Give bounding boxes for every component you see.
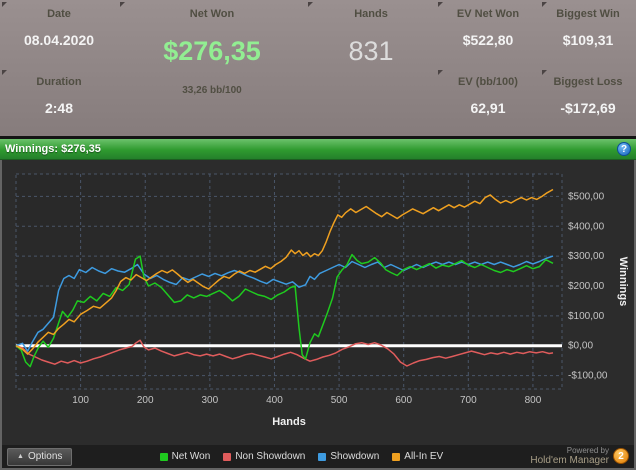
corner-handle-icon: [542, 70, 547, 75]
header-divider: [0, 136, 636, 139]
net-won-stat: Net Won $276,35 33,26 bb/100: [118, 0, 306, 136]
ev-bb100-value: 62,91: [470, 100, 506, 116]
help-icon[interactable]: ?: [617, 142, 631, 156]
showdown-swatch-icon: [318, 452, 327, 461]
legend-label-net-won: Net Won: [171, 451, 211, 462]
biggest-win-stat: Biggest Win $109,31: [540, 0, 636, 68]
chart-legend: Net Won Non Showdown Showdown All-In EV: [72, 451, 530, 462]
x-tick-label: 800: [525, 395, 542, 406]
hands-column: Hands 831: [306, 0, 436, 136]
powered-by-block: Powered by Hold'em Manager 2: [530, 445, 629, 467]
powered-by-label: Powered by: [566, 445, 609, 455]
x-tick-label: 700: [460, 395, 477, 406]
legend-item-showdown: Showdown: [318, 451, 379, 462]
biggest-loss-value: -$172,69: [560, 100, 616, 116]
x-tick-label: 400: [266, 395, 283, 406]
y-tick-label: $100,00: [568, 311, 605, 322]
biggest-column: Biggest Win $109,31 Biggest Loss -$172,6…: [540, 0, 636, 136]
corner-handle-icon: [2, 2, 7, 7]
biggest-loss-stat: Biggest Loss -$172,69: [540, 68, 636, 136]
chart-panel: 100 200 300 400 500 600 700 800 $500,00 $400,00 $3…: [0, 160, 636, 445]
x-tick-label: 200: [137, 395, 154, 406]
net-won-swatch-icon: [159, 452, 168, 461]
legend-item-all-in-ev: All-In EV: [392, 451, 443, 462]
legend-item-non-showdown: Non Showdown: [223, 451, 305, 462]
date-value: 08.04.2020: [23, 32, 95, 48]
brand-name: Hold'em Manager: [530, 455, 609, 467]
showdown-line: [15, 255, 554, 352]
ev-net-won-stat: EV Net Won $522,80: [436, 0, 540, 68]
duration-label: Duration: [36, 76, 82, 88]
non-showdown-swatch-icon: [223, 452, 232, 461]
corner-handle-icon: [542, 2, 547, 7]
legend-label-all-in-ev: All-In EV: [404, 451, 444, 462]
plot-area: [16, 174, 562, 389]
x-tick-label: 300: [202, 395, 219, 406]
biggest-win-value: $109,31: [562, 32, 614, 48]
net-won-bb100: 33,26 bb/100: [182, 85, 242, 96]
biggest-win-label: Biggest Win: [556, 8, 620, 20]
legend-label-showdown: Showdown: [330, 451, 380, 462]
x-tick-label: 100: [72, 395, 89, 406]
hands-value: 831: [348, 36, 394, 66]
graph-title-bar: Winnings: $276,35 ?: [0, 139, 636, 160]
all-in-ev-line: [15, 188, 554, 355]
y-tick-label: $0,00: [568, 341, 593, 352]
y-tick-label: -$100,00: [568, 371, 608, 382]
ev-bb100-stat: EV (bb/100) 62,91: [436, 68, 540, 136]
net-won-column: Net Won $276,35 33,26 bb/100: [118, 0, 306, 136]
corner-handle-icon: [438, 70, 443, 75]
y-tick-label: $300,00: [568, 251, 605, 262]
winnings-chart[interactable]: 100 200 300 400 500 600 700 800 $500,00 $400,00 $3…: [2, 160, 634, 445]
y-axis-title: Winnings: [617, 257, 629, 306]
corner-handle-icon: [2, 70, 7, 75]
duration-stat: Duration 2:48: [0, 68, 118, 136]
non-showdown-line: [15, 339, 554, 367]
options-button-label: Options: [27, 451, 63, 462]
stats-header: Date 08.04.2020 Duration 2:48 Net Won $2…: [0, 0, 636, 136]
x-tick-label: 600: [395, 395, 412, 406]
corner-handle-icon: [308, 2, 313, 7]
chevron-up-icon: ▲: [17, 453, 24, 460]
x-tick-label: 500: [331, 395, 348, 406]
date-label: Date: [47, 8, 71, 20]
hands-label: Hands: [354, 8, 388, 20]
net-won-label: Net Won: [189, 8, 235, 20]
options-button[interactable]: ▲ Options: [7, 447, 73, 466]
corner-handle-icon: [438, 2, 443, 7]
ev-column: EV Net Won $522,80 EV (bb/100) 62,91: [436, 0, 540, 136]
hm2-logo-icon: 2: [613, 448, 629, 465]
powered-by-texts: Powered by Hold'em Manager: [530, 445, 609, 467]
net-won-value: $276,35: [163, 36, 261, 66]
ev-bb100-label: EV (bb/100): [458, 76, 518, 88]
date-stat: Date 08.04.2020: [0, 0, 118, 68]
legend-item-net-won: Net Won: [159, 451, 211, 462]
date-duration-column: Date 08.04.2020 Duration 2:48: [0, 0, 118, 136]
y-tick-label: $200,00: [568, 281, 605, 292]
ev-net-won-value: $522,80: [462, 32, 514, 48]
net-won-line: [15, 253, 554, 368]
corner-handle-icon: [120, 2, 125, 7]
duration-value: 2:48: [44, 100, 74, 116]
graph-title: Winnings: $276,35: [5, 143, 101, 155]
hands-stat: Hands 831: [306, 0, 436, 136]
y-tick-label: $500,00: [568, 191, 605, 202]
plot-border: [15, 173, 563, 390]
legend-label-non-showdown: Non Showdown: [235, 451, 306, 462]
biggest-loss-label: Biggest Loss: [553, 76, 623, 88]
ev-net-won-label: EV Net Won: [456, 8, 520, 20]
all-in-ev-swatch-icon: [392, 452, 401, 461]
x-axis-title: Hands: [272, 416, 306, 428]
y-tick-label: $400,00: [568, 221, 605, 232]
footer-bar: ▲ Options Net Won Non Showdown Showdown …: [0, 445, 636, 470]
